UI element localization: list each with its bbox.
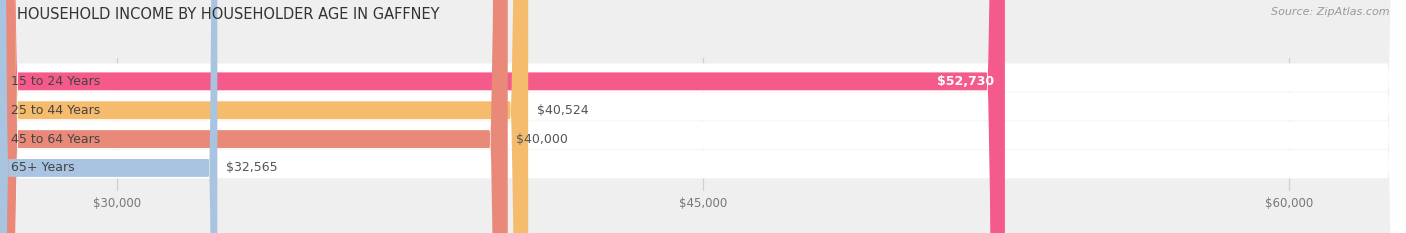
FancyBboxPatch shape bbox=[0, 0, 508, 233]
Text: 15 to 24 Years: 15 to 24 Years bbox=[11, 75, 100, 88]
Text: 65+ Years: 65+ Years bbox=[11, 161, 75, 175]
Text: $40,524: $40,524 bbox=[537, 104, 588, 117]
FancyBboxPatch shape bbox=[0, 0, 1005, 233]
Text: Source: ZipAtlas.com: Source: ZipAtlas.com bbox=[1271, 7, 1389, 17]
Text: $40,000: $40,000 bbox=[516, 133, 568, 146]
FancyBboxPatch shape bbox=[0, 0, 218, 233]
Text: 25 to 44 Years: 25 to 44 Years bbox=[11, 104, 100, 117]
Text: HOUSEHOLD INCOME BY HOUSEHOLDER AGE IN GAFFNEY: HOUSEHOLD INCOME BY HOUSEHOLDER AGE IN G… bbox=[17, 7, 439, 22]
Text: 45 to 64 Years: 45 to 64 Years bbox=[11, 133, 100, 146]
Text: $52,730: $52,730 bbox=[936, 75, 994, 88]
FancyBboxPatch shape bbox=[0, 0, 529, 233]
Text: $32,565: $32,565 bbox=[226, 161, 277, 175]
